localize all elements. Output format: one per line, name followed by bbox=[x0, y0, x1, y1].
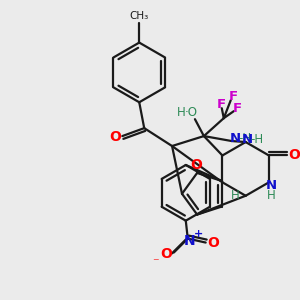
Text: ⁻: ⁻ bbox=[153, 256, 159, 269]
Text: N: N bbox=[265, 179, 277, 192]
Text: O: O bbox=[160, 248, 172, 262]
Text: -H: -H bbox=[238, 132, 251, 145]
Text: N: N bbox=[242, 133, 253, 146]
Text: +: + bbox=[194, 229, 203, 238]
Text: ·O: ·O bbox=[184, 106, 197, 119]
Text: F: F bbox=[217, 98, 226, 111]
Text: N: N bbox=[230, 132, 241, 145]
Text: O: O bbox=[110, 130, 121, 144]
Text: O: O bbox=[288, 148, 300, 163]
Text: -H: -H bbox=[250, 133, 263, 146]
Text: H: H bbox=[266, 189, 275, 202]
Text: N: N bbox=[184, 234, 196, 248]
Text: F: F bbox=[229, 90, 238, 103]
Text: H: H bbox=[177, 106, 185, 119]
Text: H: H bbox=[231, 189, 240, 202]
Text: O: O bbox=[190, 158, 202, 172]
Text: O: O bbox=[208, 236, 220, 250]
Text: CH₃: CH₃ bbox=[130, 11, 149, 21]
Text: F: F bbox=[233, 102, 242, 115]
